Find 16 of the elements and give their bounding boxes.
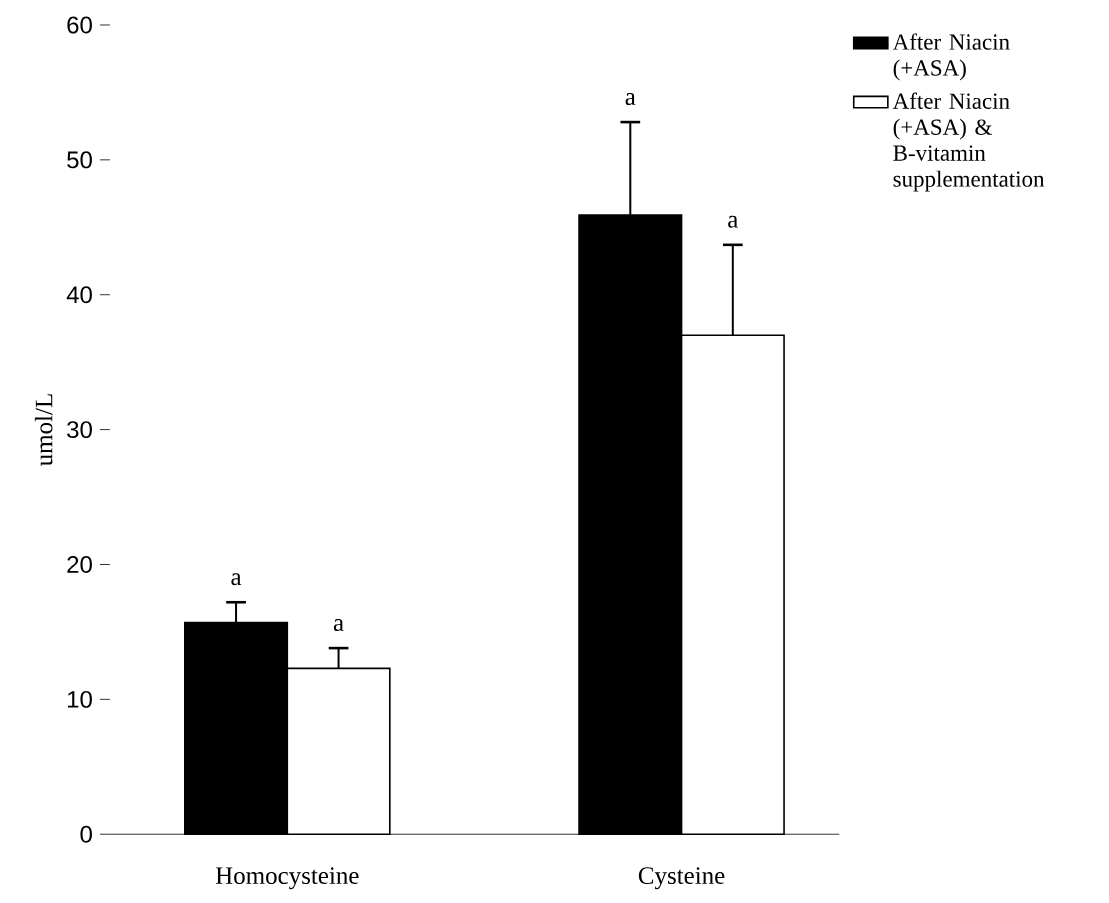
y-tick-label: 20 xyxy=(67,555,92,573)
x-tick-label: Homocysteine xyxy=(215,867,359,890)
y-tick-label: 10 xyxy=(68,690,92,708)
y-axis-title: umol/L xyxy=(34,394,53,466)
y-tick-label: 30 xyxy=(67,421,92,438)
annotation: a xyxy=(728,215,739,228)
x-tick-label: Cysteine xyxy=(638,867,725,890)
y-tick-label: 0 xyxy=(80,825,92,843)
legend-label: After Niacin (+ASA) xyxy=(892,33,1010,81)
annotation: a xyxy=(625,93,636,105)
y-tick-label: 60 xyxy=(67,16,92,34)
annotation: a xyxy=(231,573,242,586)
annotation: a xyxy=(333,619,344,631)
legend-label: After Niacin (+ASA) & B-vitamin supplementation xyxy=(892,92,1045,192)
y-tick-label: 50 xyxy=(67,151,92,169)
y-tick-label: 40 xyxy=(66,286,92,304)
